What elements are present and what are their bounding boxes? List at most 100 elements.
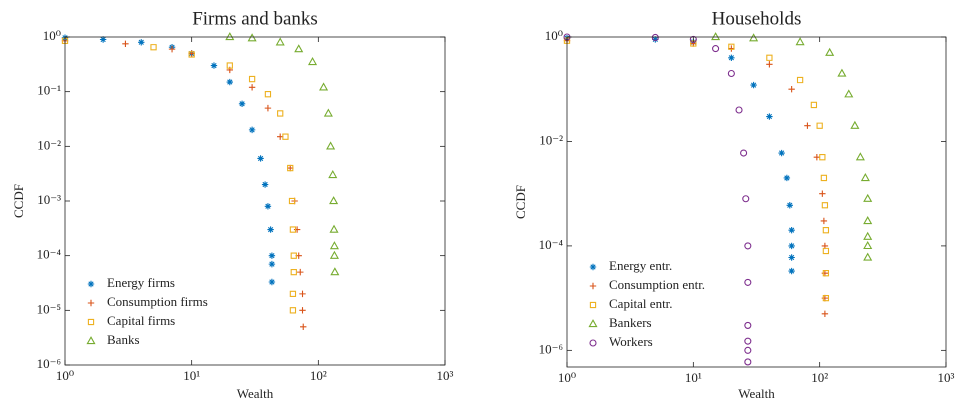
data-point xyxy=(810,101,818,109)
data-point xyxy=(727,70,735,77)
data-point xyxy=(844,89,854,98)
data-point xyxy=(788,226,795,234)
data-point xyxy=(863,193,873,202)
y-tick-label: 10⁻⁵ xyxy=(37,301,61,316)
data-point xyxy=(289,290,297,298)
data-point xyxy=(300,323,307,330)
data-point xyxy=(821,310,829,318)
data-point xyxy=(819,190,826,197)
data-point xyxy=(289,226,297,233)
data-point xyxy=(796,76,804,84)
chart-title: Households xyxy=(712,8,802,29)
chart-title: Firms and banks xyxy=(192,8,318,29)
data-point xyxy=(820,174,828,182)
data-point xyxy=(744,242,752,250)
data-point xyxy=(294,44,304,53)
y-tick-label: 10⁻⁴ xyxy=(539,237,564,252)
data-point xyxy=(860,173,870,182)
data-point xyxy=(819,154,826,161)
data-point xyxy=(750,81,757,89)
data-point xyxy=(804,122,811,129)
legend-marker xyxy=(87,299,95,307)
legend-label: Energy entr. xyxy=(609,258,672,273)
data-point xyxy=(268,260,276,268)
data-point xyxy=(288,197,296,205)
data-point xyxy=(711,32,721,41)
data-point xyxy=(863,216,873,225)
data-point xyxy=(744,321,752,329)
data-point xyxy=(740,149,748,157)
data-point xyxy=(248,126,256,134)
data-point xyxy=(728,54,735,61)
legend-label: Bankers xyxy=(609,315,652,330)
legend-label: Banks xyxy=(107,332,140,347)
data-point xyxy=(287,164,294,172)
legend-marker xyxy=(589,339,597,347)
legend-label: Capital firms xyxy=(107,313,175,328)
data-point xyxy=(326,141,336,150)
legend-marker xyxy=(87,280,95,288)
y-tick-label: 10⁻² xyxy=(539,132,563,147)
data-point xyxy=(122,40,129,48)
legend-label: Consumption firms xyxy=(107,294,208,309)
x-tick-label: 10⁰ xyxy=(56,368,74,383)
legend-marker xyxy=(588,319,598,328)
axes-frame xyxy=(566,36,947,368)
data-point xyxy=(329,196,339,205)
data-point xyxy=(822,227,830,234)
data-point xyxy=(267,226,274,233)
data-point xyxy=(264,104,272,112)
data-point xyxy=(766,54,773,61)
data-point xyxy=(275,37,285,46)
data-point xyxy=(323,108,333,117)
data-point xyxy=(307,57,318,66)
x-tick-label: 10¹ xyxy=(183,368,200,383)
y-tick-label: 10⁰ xyxy=(43,28,61,43)
data-point xyxy=(247,33,257,42)
data-point xyxy=(749,33,759,42)
data-point xyxy=(744,358,752,366)
x-tick-label: 10⁰ xyxy=(558,370,576,385)
data-point xyxy=(821,202,829,209)
data-point xyxy=(299,290,306,298)
data-point xyxy=(226,62,233,69)
data-point xyxy=(855,152,865,161)
data-point xyxy=(319,82,329,91)
data-point xyxy=(652,36,659,43)
data-point xyxy=(712,45,720,53)
data-point xyxy=(290,252,297,259)
legend-label: Workers xyxy=(609,334,653,349)
legend-marker xyxy=(589,282,597,290)
x-tick-label: 10² xyxy=(811,370,828,385)
data-point xyxy=(651,33,659,41)
y-axis-label: CCDF xyxy=(513,185,528,219)
data-point xyxy=(742,195,750,203)
y-tick-label: 10⁻⁶ xyxy=(37,356,61,371)
legend-marker xyxy=(87,318,95,326)
data-point xyxy=(822,247,830,255)
data-point xyxy=(210,62,218,69)
data-point xyxy=(788,86,795,93)
data-point xyxy=(299,307,306,314)
x-axis-label: Wealth xyxy=(237,386,274,401)
data-point xyxy=(766,113,773,120)
x-tick-label: 10³ xyxy=(437,368,454,383)
data-point xyxy=(329,241,339,250)
legend-label: Energy firms xyxy=(107,275,175,290)
data-point xyxy=(820,217,828,225)
data-point xyxy=(330,267,340,276)
data-point xyxy=(788,254,795,261)
data-point xyxy=(783,174,791,182)
data-point xyxy=(744,346,752,354)
data-point xyxy=(188,51,195,58)
legend-label: Capital entr. xyxy=(609,296,673,311)
data-point xyxy=(138,39,145,46)
data-point xyxy=(816,122,823,129)
data-point xyxy=(264,203,272,210)
data-point xyxy=(822,294,830,302)
x-tick-label: 10³ xyxy=(938,370,955,385)
data-point xyxy=(744,278,752,286)
data-point xyxy=(248,75,256,83)
data-point xyxy=(282,133,289,140)
